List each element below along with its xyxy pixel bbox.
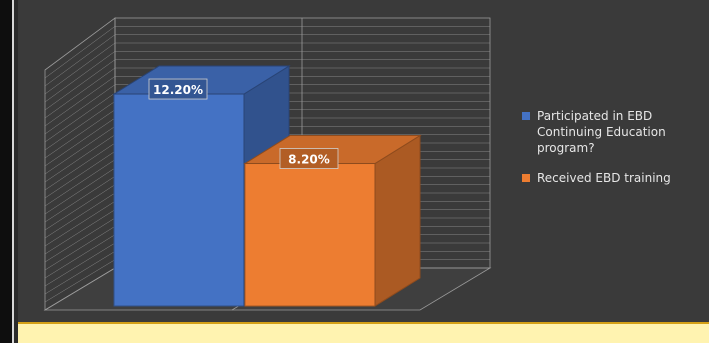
gridline [44,84,116,135]
gridline [44,217,116,263]
highlight-band [18,322,709,343]
chart-legend: Participated in EBD Continuing Education p… [522,109,671,185]
gridline [44,126,116,175]
left-panel-divider [12,0,14,343]
gridline [44,192,116,239]
legend-label-1: Participated in EBD [537,109,652,123]
gridline [44,42,116,95]
bar-front-2 [244,163,376,307]
gridline [44,242,116,287]
legend-label-1: program? [537,141,595,155]
data-label-1: 12.20% [153,83,203,97]
legend-swatch-1 [522,112,530,120]
gridline [44,184,116,231]
gridline [44,26,116,79]
gridline [44,209,116,255]
gridline [44,117,116,167]
bar-front-1 [113,93,245,307]
chart-data-labels: 12.20% 8.20% [148,78,339,169]
data-label-box-2 [279,148,339,169]
gridline [44,76,116,127]
gridline [44,176,116,223]
gridline [44,167,116,215]
gridline [44,92,116,143]
gridline [44,34,116,87]
gridline [44,201,116,247]
bar-side-2 [374,134,421,307]
legend-label-2: Received EBD training [537,171,671,185]
gridline [44,109,116,159]
gridline [44,134,116,183]
left-panel-strip [0,0,12,343]
gridline [44,59,116,111]
gridline [44,101,116,151]
legend-swatch-2 [522,174,530,182]
data-label-box-1 [148,78,208,100]
gridline [44,251,116,295]
gridline [44,159,116,207]
gridline [44,234,116,279]
gridline [44,142,116,191]
gridline [44,226,116,271]
gridline [44,151,116,199]
gridline [44,67,116,119]
gridline [44,259,116,303]
data-label-2: 8.20% [288,153,330,167]
legend-label-1: Continuing Education [537,125,666,139]
chart-bars [112,65,422,307]
gridline [44,51,116,103]
